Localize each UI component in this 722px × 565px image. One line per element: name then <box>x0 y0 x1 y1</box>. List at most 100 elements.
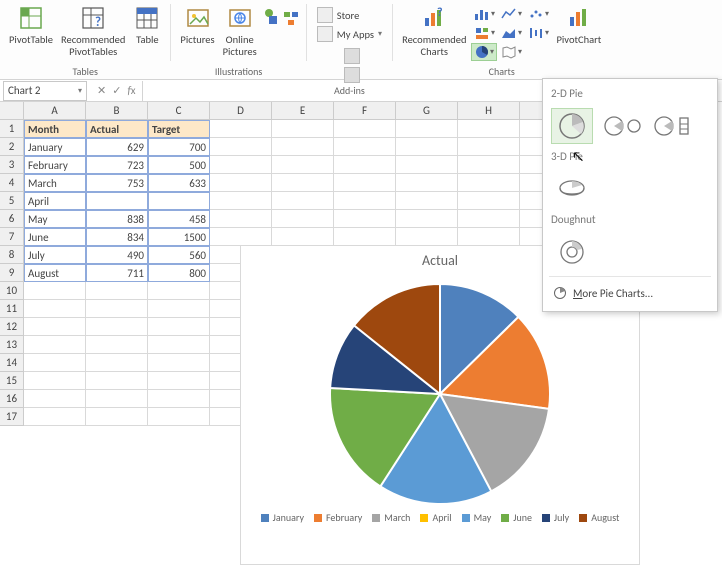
col-header-E[interactable]: E <box>272 102 334 120</box>
cell[interactable]: 800 <box>148 264 210 282</box>
row-header[interactable]: 9 <box>0 264 24 282</box>
name-box[interactable]: Chart 2 ▾ <box>3 81 87 101</box>
cell[interactable] <box>396 174 458 192</box>
cell[interactable] <box>334 138 396 156</box>
cell[interactable] <box>24 282 86 300</box>
cell[interactable] <box>148 192 210 210</box>
cell[interactable] <box>334 228 396 246</box>
stock-chart-icon[interactable]: ▾ <box>525 24 551 42</box>
cell[interactable] <box>396 192 458 210</box>
cell[interactable]: 838 <box>86 210 148 228</box>
cell[interactable] <box>24 300 86 318</box>
row-header[interactable]: 8 <box>0 246 24 264</box>
cell[interactable] <box>210 156 272 174</box>
cell[interactable] <box>272 174 334 192</box>
scatter-chart-icon[interactable]: ▾ <box>525 5 551 23</box>
cell[interactable] <box>86 192 148 210</box>
bar-chart-icon[interactable]: ▾ <box>471 5 497 23</box>
cell[interactable] <box>396 156 458 174</box>
cell[interactable]: January <box>24 138 86 156</box>
select-all-corner[interactable] <box>0 102 24 120</box>
cell[interactable]: 753 <box>86 174 148 192</box>
cell[interactable]: Month <box>24 120 86 138</box>
row-header[interactable]: 6 <box>0 210 24 228</box>
pie-chart[interactable] <box>325 277 555 507</box>
name-box-arrow[interactable]: ▾ <box>78 86 82 96</box>
col-header-A[interactable]: A <box>24 102 86 120</box>
row-header[interactable]: 14 <box>0 354 24 372</box>
cell[interactable]: 458 <box>148 210 210 228</box>
cell[interactable] <box>148 390 210 408</box>
table-button[interactable]: Table <box>130 2 164 65</box>
cell[interactable]: 500 <box>148 156 210 174</box>
line-chart-icon[interactable]: ▾ <box>498 5 524 23</box>
cell[interactable]: 629 <box>86 138 148 156</box>
pictures-button[interactable]: Pictures <box>177 2 217 65</box>
row-header[interactable]: 5 <box>0 192 24 210</box>
cell[interactable] <box>272 228 334 246</box>
store-button[interactable]: Store <box>313 6 386 24</box>
cell[interactable] <box>24 390 86 408</box>
cell[interactable] <box>148 300 210 318</box>
col-header-C[interactable]: C <box>148 102 210 120</box>
legend-item[interactable]: May <box>462 511 492 524</box>
recommended-pivottables-button[interactable]: ? Recommended PivotTables <box>58 2 128 65</box>
cell[interactable] <box>334 156 396 174</box>
cell[interactable] <box>86 336 148 354</box>
cell[interactable] <box>148 372 210 390</box>
pivotchart-button[interactable]: PivotChart <box>553 2 604 65</box>
online-pictures-button[interactable]: Online Pictures <box>220 2 260 65</box>
cell[interactable] <box>458 138 520 156</box>
row-header[interactable]: 2 <box>0 138 24 156</box>
map-chart-icon[interactable]: ▾ <box>498 43 524 61</box>
pie-chart-icon[interactable]: ▾ <box>471 43 497 61</box>
cell[interactable] <box>396 228 458 246</box>
area-chart-icon[interactable]: ▾ <box>498 24 524 42</box>
cell[interactable]: 711 <box>86 264 148 282</box>
row-header[interactable]: 4 <box>0 174 24 192</box>
cell[interactable]: February <box>24 156 86 174</box>
cell[interactable] <box>24 408 86 426</box>
cell[interactable] <box>272 210 334 228</box>
pivottable-button[interactable]: PivotTable <box>6 2 56 65</box>
cell[interactable]: June <box>24 228 86 246</box>
bing-button[interactable] <box>340 47 364 65</box>
pie-of-pie-option[interactable] <box>601 108 643 144</box>
cell[interactable] <box>272 192 334 210</box>
smartart-button[interactable] <box>282 2 300 65</box>
cell[interactable]: 633 <box>148 174 210 192</box>
cell[interactable] <box>86 354 148 372</box>
cell[interactable] <box>210 120 272 138</box>
row-header[interactable]: 7 <box>0 228 24 246</box>
doughnut-option[interactable] <box>551 234 593 270</box>
cell[interactable] <box>148 318 210 336</box>
col-header-H[interactable]: H <box>458 102 520 120</box>
cell[interactable] <box>86 318 148 336</box>
cell[interactable] <box>86 282 148 300</box>
cell[interactable]: 1500 <box>148 228 210 246</box>
cell[interactable] <box>86 300 148 318</box>
col-header-B[interactable]: B <box>86 102 148 120</box>
cell[interactable] <box>334 174 396 192</box>
cell[interactable] <box>458 156 520 174</box>
cancel-icon[interactable]: ✕ <box>97 84 106 97</box>
cell[interactable]: 700 <box>148 138 210 156</box>
cell[interactable]: 560 <box>148 246 210 264</box>
row-header[interactable]: 16 <box>0 390 24 408</box>
cell[interactable] <box>458 228 520 246</box>
cell[interactable] <box>334 192 396 210</box>
col-header-D[interactable]: D <box>210 102 272 120</box>
row-header[interactable]: 13 <box>0 336 24 354</box>
cell[interactable] <box>24 336 86 354</box>
cell[interactable]: Actual <box>86 120 148 138</box>
cell[interactable] <box>86 372 148 390</box>
cell[interactable]: April <box>24 192 86 210</box>
col-header-G[interactable]: G <box>396 102 458 120</box>
legend-item[interactable]: March <box>372 511 410 524</box>
cell[interactable]: May <box>24 210 86 228</box>
pie-2d-option[interactable] <box>551 108 593 144</box>
cell[interactable] <box>396 210 458 228</box>
cell[interactable] <box>396 138 458 156</box>
cell[interactable] <box>458 174 520 192</box>
cell[interactable]: 834 <box>86 228 148 246</box>
